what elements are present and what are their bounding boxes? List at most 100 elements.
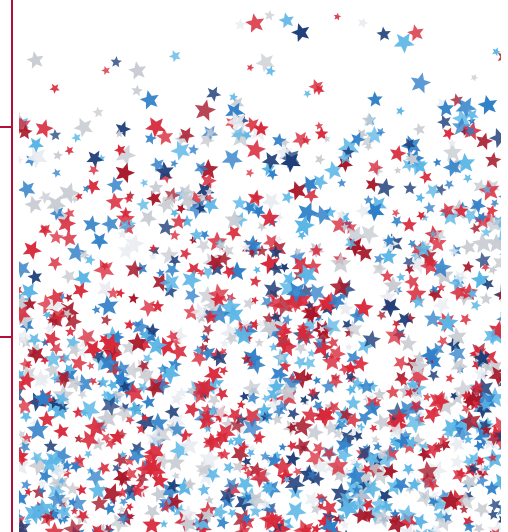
- confetti-star: [150, 485, 167, 503]
- confetti-star: [21, 479, 32, 491]
- confetti-star: [260, 500, 277, 518]
- confetti-star: [191, 387, 208, 404]
- confetti-star: [372, 387, 387, 401]
- confetti-star: [221, 244, 234, 258]
- confetti-star: [353, 297, 374, 318]
- confetti-star: [376, 127, 386, 137]
- confetti-star: [416, 211, 426, 221]
- confetti-star: [46, 311, 64, 330]
- confetti-star: [425, 183, 441, 199]
- confetti-star: [460, 282, 479, 301]
- confetti-star: [193, 514, 212, 532]
- confetti-star: [365, 177, 381, 193]
- confetti-star: [123, 485, 140, 502]
- confetti-star: [158, 218, 175, 236]
- confetti-star: [294, 215, 315, 237]
- confetti-star: [128, 447, 146, 465]
- confetti-star: [49, 342, 63, 356]
- confetti-star: [53, 150, 64, 161]
- confetti-star: [195, 508, 211, 524]
- confetti-star: [112, 463, 122, 474]
- confetti-star: [127, 332, 148, 352]
- confetti-star: [21, 432, 33, 444]
- confetti-star: [196, 182, 215, 201]
- confetti-star: [56, 400, 69, 412]
- confetti-star: [190, 350, 208, 367]
- confetti-star: [216, 450, 225, 459]
- confetti-star: [263, 279, 283, 299]
- confetti-star: [197, 483, 211, 496]
- confetti-star: [278, 12, 294, 29]
- confetti-star: [246, 491, 266, 510]
- confetti-star: [268, 262, 283, 277]
- confetti-star: [119, 402, 130, 414]
- confetti-star: [273, 321, 293, 342]
- confetti-star: [178, 515, 196, 532]
- confetti-star: [261, 192, 281, 211]
- confetti-star: [425, 441, 442, 459]
- confetti-star: [216, 516, 230, 530]
- confetti-star: [19, 441, 31, 454]
- confetti-star: [204, 495, 214, 505]
- confetti-star: [382, 463, 399, 480]
- confetti-star: [333, 12, 342, 21]
- border-tick-top: [0, 126, 13, 128]
- confetti-star: [480, 360, 493, 373]
- confetti-star: [157, 363, 169, 374]
- confetti-star: [85, 468, 106, 488]
- confetti-star: [491, 416, 501, 435]
- confetti-star: [392, 477, 410, 494]
- confetti-star: [19, 285, 24, 297]
- confetti-star: [124, 455, 136, 466]
- confetti-star: [215, 239, 227, 252]
- confetti-star: [124, 233, 145, 254]
- confetti-star: [100, 432, 112, 444]
- confetti-star: [492, 47, 501, 57]
- confetti-star: [149, 157, 165, 173]
- confetti-star: [232, 195, 248, 210]
- confetti-star: [284, 474, 306, 495]
- confetti-star: [424, 309, 442, 328]
- confetti-star: [412, 122, 426, 136]
- confetti-star: [202, 432, 222, 453]
- confetti-star: [449, 390, 465, 405]
- confetti-star: [19, 455, 30, 477]
- confetti-star: [345, 237, 366, 257]
- confetti-star: [376, 178, 395, 198]
- confetti-star: [373, 441, 383, 452]
- confetti-star: [144, 379, 164, 398]
- confetti-star: [219, 322, 242, 345]
- confetti-star: [123, 382, 145, 404]
- confetti-star: [125, 415, 135, 425]
- confetti-star: [19, 369, 25, 380]
- confetti-star: [96, 376, 110, 388]
- confetti-star: [131, 84, 143, 97]
- confetti-star: [317, 495, 326, 504]
- confetti-star: [146, 190, 162, 207]
- confetti-star: [241, 353, 252, 364]
- confetti-star: [410, 393, 424, 407]
- confetti-star: [166, 411, 186, 431]
- confetti-star: [54, 492, 71, 509]
- confetti-star: [44, 361, 60, 378]
- confetti-star: [19, 155, 24, 164]
- confetti-star: [370, 494, 389, 513]
- confetti-star: [209, 260, 225, 276]
- confetti-star: [19, 293, 31, 311]
- confetti-star: [352, 355, 369, 372]
- confetti-star: [19, 411, 33, 423]
- confetti-star: [232, 460, 246, 474]
- confetti-star: [121, 339, 138, 356]
- confetti-star: [312, 205, 332, 225]
- confetti-star: [326, 401, 341, 415]
- confetti-star: [148, 251, 158, 261]
- confetti-star: [287, 407, 300, 421]
- confetti-star: [159, 499, 173, 513]
- confetti-star: [75, 484, 87, 496]
- confetti-star: [421, 213, 429, 222]
- confetti-star: [493, 253, 501, 272]
- confetti-star: [442, 142, 462, 162]
- confetti-star: [166, 330, 179, 343]
- confetti-star: [247, 189, 265, 207]
- confetti-star: [471, 359, 483, 371]
